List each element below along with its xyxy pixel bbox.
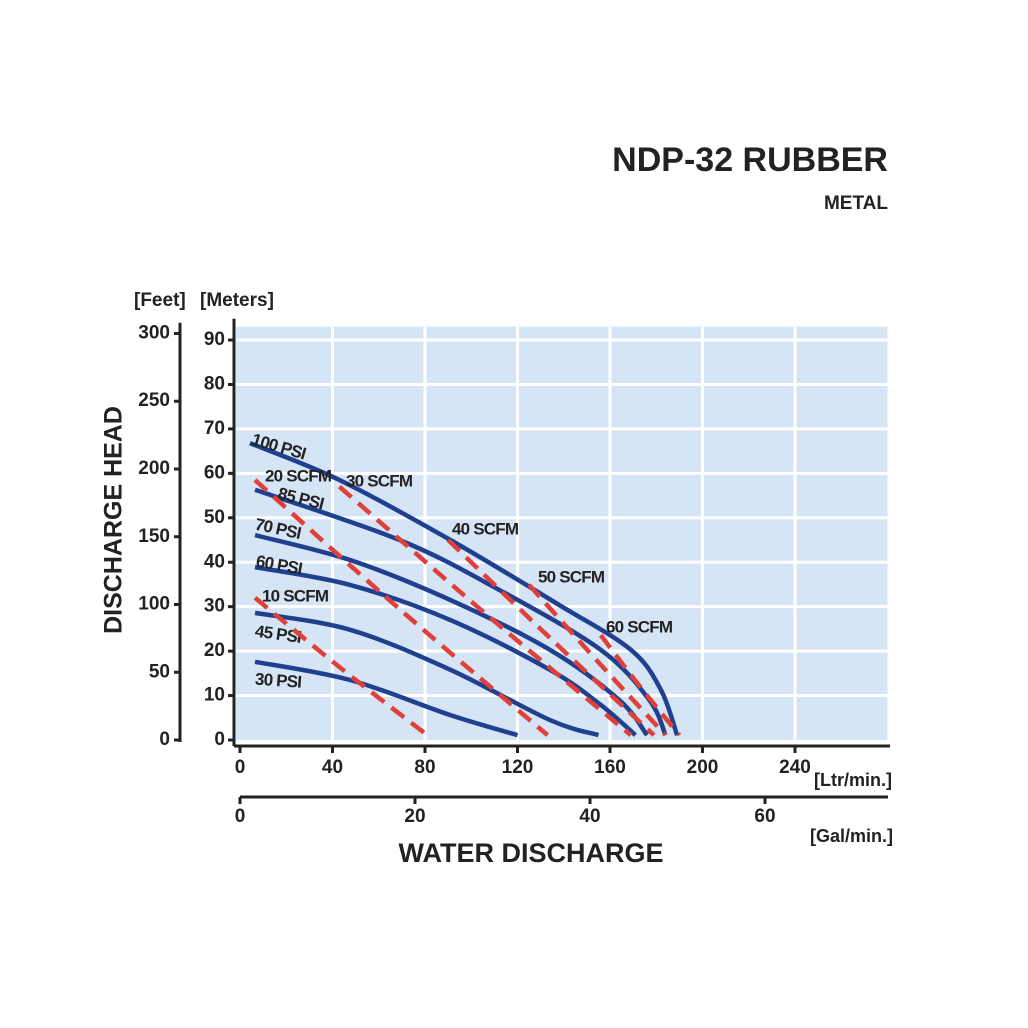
y-tick-label: 40 [204,551,225,572]
scfm-curve [253,478,550,737]
x2-tick-label: 60 [754,806,775,827]
scfm-curve [253,596,429,737]
psi-curve [254,659,519,738]
y2-tick-label: 200 [138,458,170,479]
curve-label: 50 SCFM [538,567,605,586]
y-tick-label: 90 [204,329,225,350]
y2-tick-label: 150 [138,526,170,547]
x2-tick-label: 0 [235,806,246,827]
curve-label: 10 SCFM [262,586,329,605]
y2-tick-label: 250 [138,390,170,411]
chart-subtitle: METAL [824,193,888,214]
y-unit: [Meters] [200,290,274,311]
x2-tick-label: 40 [579,806,600,827]
curve-label: 30 SCFM [346,471,413,490]
y2-tick-label: 50 [149,661,170,682]
curve-label: 20 SCFM [265,466,332,485]
psi-curve [254,610,600,738]
y-tick-label: 0 [214,729,225,750]
scfm-curve [446,538,656,737]
y-tick-label: 50 [204,507,225,528]
x-tick-label: 80 [414,757,435,778]
x2-tick-label: 20 [404,806,425,827]
y-tick-label: 70 [204,418,225,439]
chart-title: NDP-32 RUBBER [612,141,888,179]
x-axis-label: WATER DISCHARGE [398,838,663,868]
curve-label: 40 SCFM [452,519,519,538]
y-tick-label: 10 [204,685,225,706]
curve-label: 30 PSI [254,670,302,692]
y-tick-label: 60 [204,462,225,483]
x-tick-label: 240 [779,757,811,778]
x-tick-label: 40 [322,757,343,778]
x-tick-label: 120 [502,757,534,778]
scfm-curve [337,484,633,737]
y-tick-label: 20 [204,640,225,661]
x-tick-label: 0 [235,757,246,778]
y2-tick-label: 100 [138,594,170,615]
y2-unit: [Feet] [134,290,186,311]
y2-tick-label: 300 [138,322,170,343]
x-tick-label: 160 [594,757,626,778]
x2-unit: [Gal/min.] [810,826,893,846]
y-tick-label: 30 [204,596,225,617]
curve-label: 60 SCFM [606,617,673,636]
x-tick-label: 200 [687,757,719,778]
scfm-curve [598,633,682,737]
psi-curve [254,564,637,737]
y2-tick-label: 0 [159,729,170,750]
x-unit: [Ltr/min.] [814,770,892,790]
y-tick-label: 80 [204,373,225,394]
y-axis-label: DISCHARGE HEAD [100,406,128,634]
scfm-curve [527,583,668,737]
